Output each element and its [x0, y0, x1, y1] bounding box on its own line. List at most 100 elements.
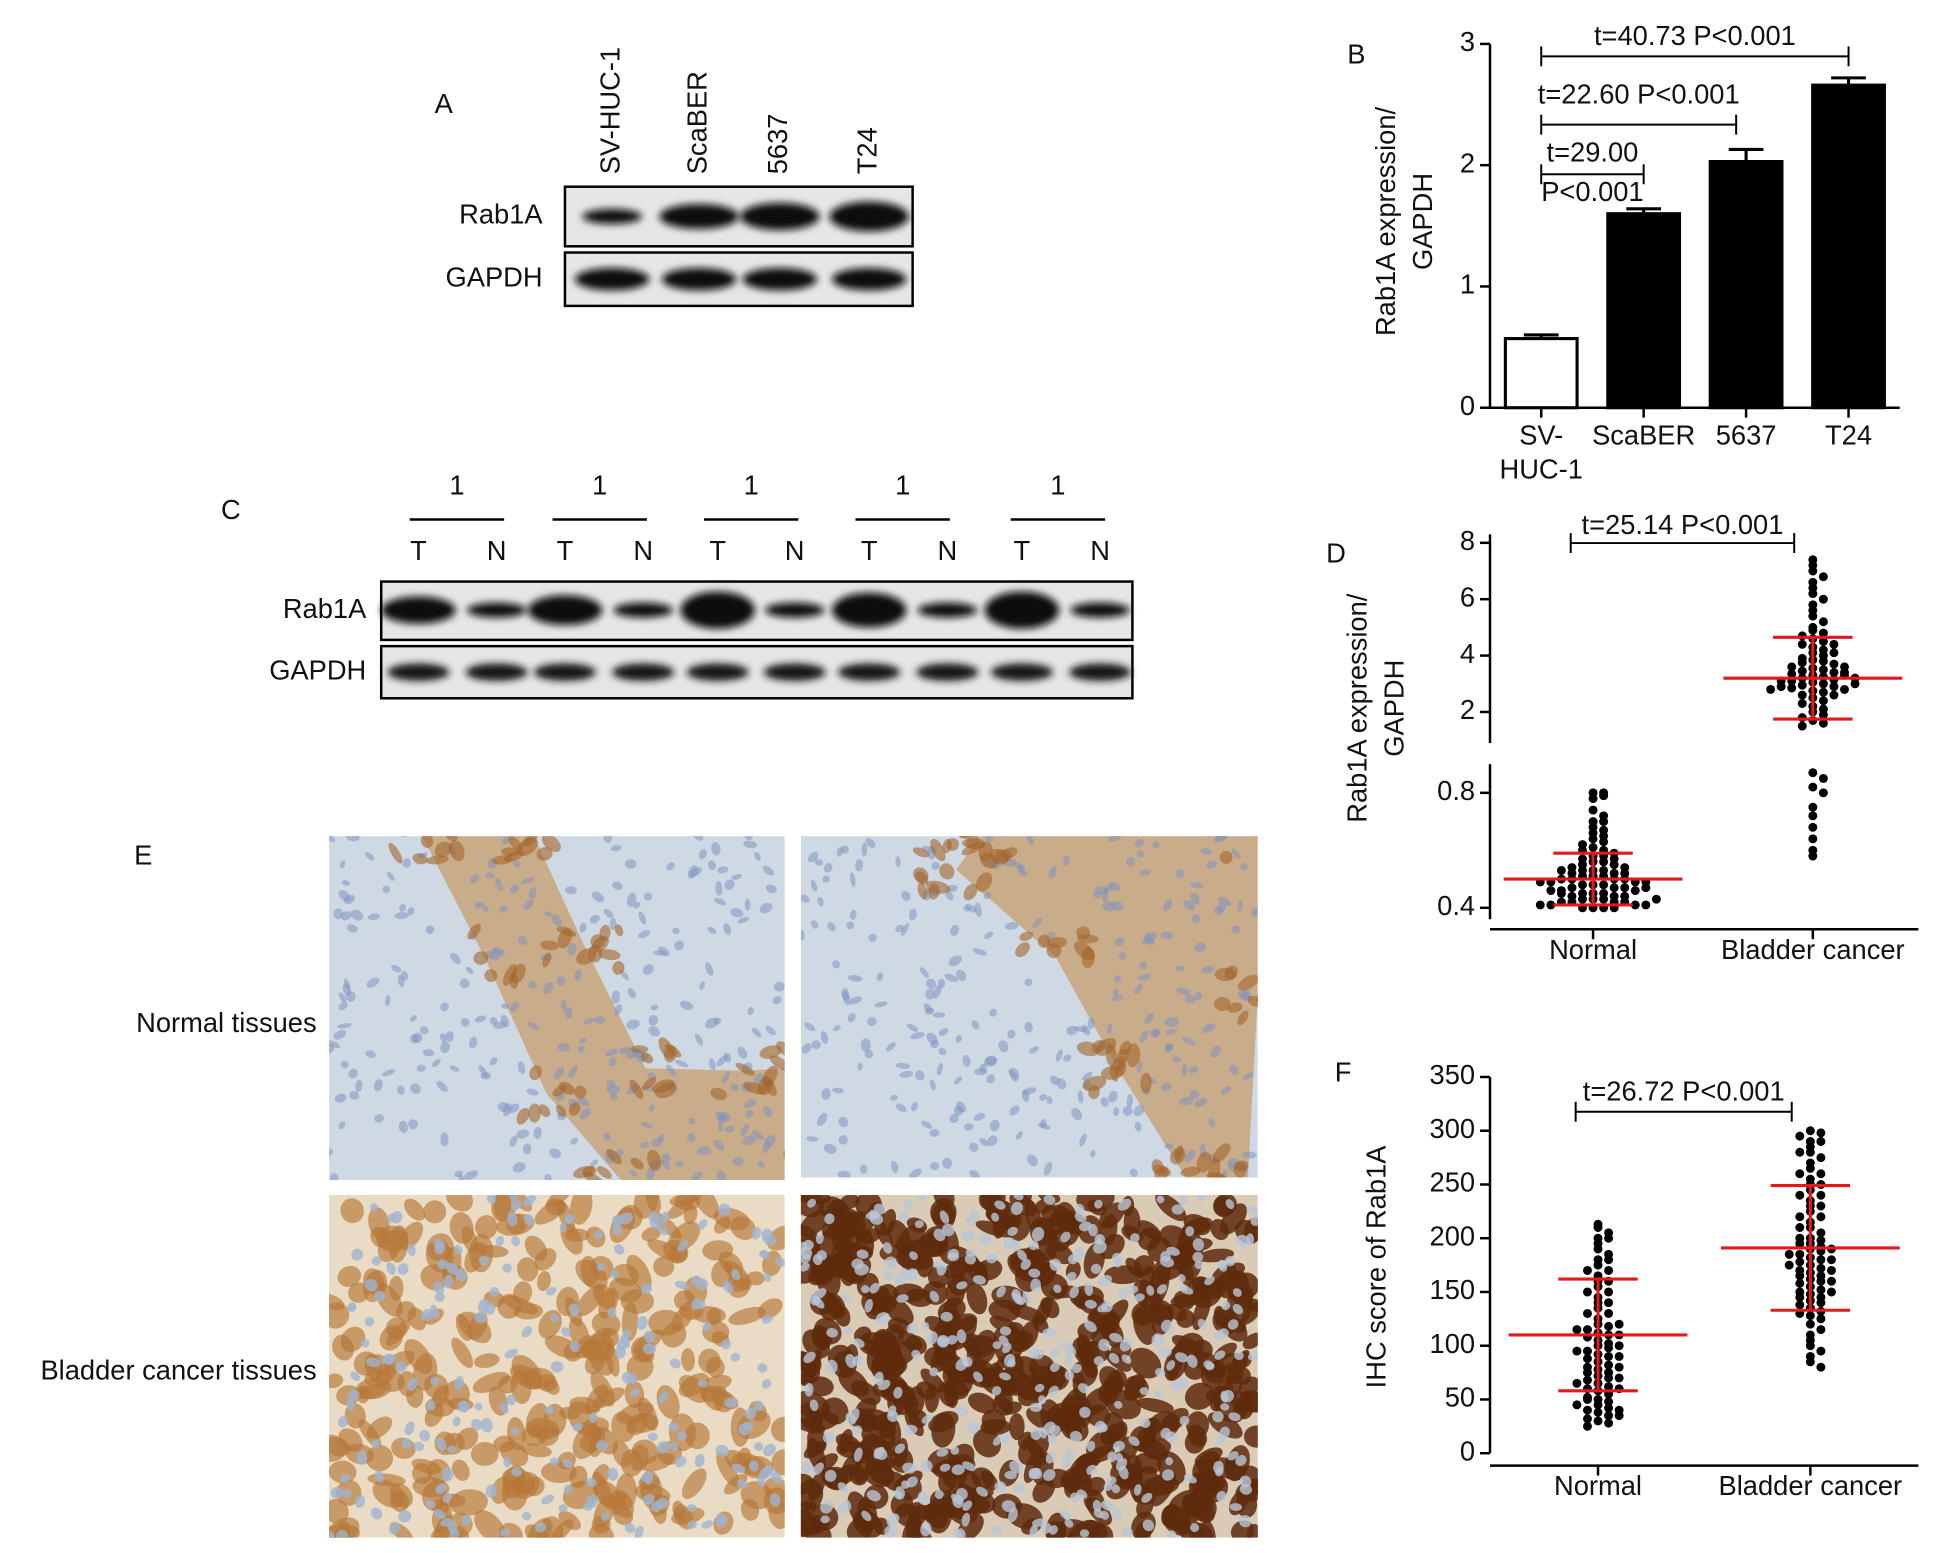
cell — [705, 962, 714, 976]
cell — [930, 1162, 939, 1171]
cell — [919, 967, 929, 978]
cell — [826, 1359, 838, 1374]
cell — [1146, 1285, 1155, 1296]
cell — [1245, 1298, 1258, 1312]
point — [1818, 572, 1828, 582]
cell — [1227, 1451, 1239, 1461]
point — [1614, 1319, 1624, 1329]
cell — [951, 1464, 965, 1475]
cell — [1098, 1234, 1125, 1260]
cell — [398, 1510, 412, 1523]
cell — [855, 859, 864, 872]
cell — [969, 1142, 979, 1152]
point — [1808, 625, 1818, 635]
cell — [1077, 1453, 1101, 1469]
cell — [718, 1203, 731, 1216]
cell — [1079, 1406, 1091, 1419]
cell — [366, 1416, 393, 1440]
cell — [761, 1315, 773, 1324]
point — [1818, 665, 1828, 675]
cell — [686, 1504, 697, 1512]
cell — [614, 1243, 625, 1255]
cell — [932, 1012, 946, 1018]
point — [1829, 648, 1839, 658]
cell — [674, 1456, 687, 1468]
cell — [355, 1079, 363, 1093]
annotation: t=22.60 P<0.001 — [1538, 78, 1740, 109]
point — [1818, 628, 1828, 638]
cell — [640, 1283, 652, 1295]
cell — [1184, 1382, 1215, 1410]
cell — [454, 1375, 464, 1391]
cell — [1183, 900, 1195, 911]
cell — [956, 1329, 967, 1344]
cell — [474, 1312, 487, 1324]
cell — [949, 1258, 965, 1281]
cell — [630, 1157, 644, 1170]
cell — [501, 1467, 535, 1495]
cell — [385, 995, 391, 1007]
y-tick-label: 100 — [1430, 1328, 1476, 1359]
text-line: GAPDH — [1379, 660, 1410, 757]
cell — [1141, 1492, 1153, 1503]
cell — [938, 1047, 947, 1056]
cell — [1179, 1285, 1194, 1295]
cell — [562, 1458, 573, 1469]
cell — [517, 935, 528, 946]
cell — [800, 1501, 817, 1519]
point — [1795, 1278, 1805, 1288]
cell — [853, 1447, 863, 1462]
cell — [1160, 1319, 1173, 1333]
cell — [965, 903, 977, 913]
cell — [1204, 1276, 1215, 1286]
cell — [511, 1235, 520, 1247]
cell — [1011, 1292, 1023, 1305]
cell — [1242, 1151, 1257, 1159]
cell — [1192, 1238, 1205, 1251]
cell — [446, 1445, 456, 1454]
point — [1535, 900, 1545, 910]
cell — [330, 1486, 343, 1499]
cell — [754, 852, 761, 861]
cell — [641, 1226, 661, 1242]
y-axis-label: IHC score of Rab1A — [1360, 1145, 1391, 1389]
cell — [1074, 1203, 1085, 1215]
cell — [895, 856, 901, 868]
cell — [926, 1032, 938, 1045]
cell — [999, 1372, 1011, 1381]
point — [1808, 768, 1818, 778]
cell — [921, 1322, 930, 1333]
cell — [744, 1407, 757, 1420]
blot-row-label: GAPDH — [269, 654, 366, 685]
cell — [1161, 1469, 1175, 1481]
row-label: Bladder cancer tissues — [40, 1355, 316, 1386]
cell — [931, 861, 940, 870]
cell — [691, 1171, 703, 1181]
cell — [886, 1513, 900, 1526]
y-tick-label: 6 — [1460, 581, 1475, 612]
cell — [1046, 943, 1062, 959]
cell — [1136, 1061, 1143, 1073]
point — [1808, 811, 1818, 821]
cell — [596, 1166, 612, 1179]
cell — [586, 1477, 597, 1488]
cell — [426, 1400, 436, 1411]
cell — [412, 1032, 423, 1043]
cell — [981, 1409, 1006, 1433]
cell — [542, 952, 552, 968]
cell — [612, 881, 623, 890]
point — [1797, 658, 1807, 668]
cell — [1091, 1312, 1120, 1346]
cell — [1151, 1333, 1164, 1347]
cell — [481, 1418, 493, 1433]
point — [1816, 1285, 1826, 1295]
cell — [817, 1112, 828, 1126]
cell — [986, 1074, 995, 1084]
cell — [509, 1135, 518, 1147]
cell — [985, 836, 994, 844]
cell — [762, 1140, 771, 1154]
cell — [486, 950, 495, 959]
cell — [723, 923, 732, 936]
cell — [751, 1027, 762, 1038]
cell — [808, 851, 819, 863]
